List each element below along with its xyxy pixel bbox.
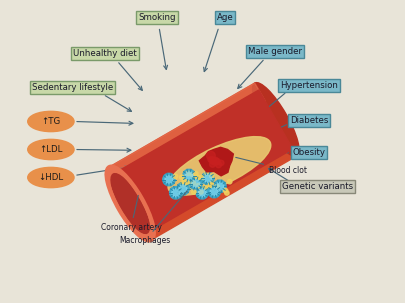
Circle shape <box>201 172 213 185</box>
Circle shape <box>185 171 192 179</box>
Text: Macrophages: Macrophages <box>119 191 187 245</box>
Text: Smoking: Smoking <box>138 13 175 22</box>
Text: ↑LDL: ↑LDL <box>39 145 62 154</box>
Circle shape <box>181 181 185 186</box>
Polygon shape <box>109 83 296 240</box>
Text: Male gender: Male gender <box>247 47 301 56</box>
Circle shape <box>209 157 216 164</box>
Circle shape <box>214 185 219 189</box>
Circle shape <box>198 189 206 197</box>
Circle shape <box>191 181 195 185</box>
Circle shape <box>214 158 220 165</box>
Ellipse shape <box>106 167 153 241</box>
Circle shape <box>223 188 227 193</box>
Polygon shape <box>199 147 233 176</box>
Circle shape <box>182 179 187 184</box>
Circle shape <box>218 160 224 165</box>
Circle shape <box>162 173 175 186</box>
Text: ↓HDL: ↓HDL <box>38 173 63 182</box>
Circle shape <box>196 175 200 180</box>
Circle shape <box>169 187 181 199</box>
Circle shape <box>210 188 217 195</box>
Text: Genetic variants: Genetic variants <box>281 182 352 191</box>
Ellipse shape <box>28 139 74 159</box>
Circle shape <box>209 181 213 185</box>
Text: Age: Age <box>216 13 233 22</box>
Circle shape <box>191 190 196 194</box>
Circle shape <box>185 171 190 176</box>
Ellipse shape <box>28 112 74 132</box>
Circle shape <box>195 175 199 180</box>
Text: Coronary artery: Coronary artery <box>100 195 161 232</box>
Ellipse shape <box>252 83 298 156</box>
Circle shape <box>198 190 203 194</box>
Text: Hypertension: Hypertension <box>279 81 337 90</box>
Text: Diabetes: Diabetes <box>289 116 328 125</box>
Text: ↑TG: ↑TG <box>41 117 60 126</box>
Circle shape <box>179 175 183 179</box>
Circle shape <box>208 183 212 188</box>
Circle shape <box>193 171 198 176</box>
Circle shape <box>164 175 173 184</box>
Circle shape <box>179 185 187 193</box>
Text: Blood clot: Blood clot <box>235 157 306 175</box>
Circle shape <box>196 184 200 188</box>
Circle shape <box>227 179 231 184</box>
Circle shape <box>206 151 215 160</box>
Circle shape <box>215 182 223 190</box>
Circle shape <box>181 181 185 185</box>
Circle shape <box>224 191 228 195</box>
Ellipse shape <box>111 174 149 233</box>
Circle shape <box>176 182 189 195</box>
Ellipse shape <box>28 168 74 188</box>
Circle shape <box>184 180 189 185</box>
Circle shape <box>209 174 213 178</box>
Circle shape <box>202 185 207 190</box>
Circle shape <box>205 170 209 175</box>
Circle shape <box>173 174 177 178</box>
Circle shape <box>211 157 219 165</box>
Polygon shape <box>109 83 264 185</box>
Text: Sedentary lifestyle: Sedentary lifestyle <box>32 83 113 92</box>
Circle shape <box>200 175 204 179</box>
Circle shape <box>171 189 179 197</box>
Circle shape <box>189 177 202 190</box>
Circle shape <box>215 162 221 168</box>
Circle shape <box>209 161 215 167</box>
Text: Obesity: Obesity <box>292 148 325 157</box>
Circle shape <box>207 185 220 198</box>
Text: Unhealthy diet: Unhealthy diet <box>73 49 136 58</box>
Polygon shape <box>113 90 292 233</box>
Circle shape <box>213 180 226 192</box>
Circle shape <box>203 174 211 182</box>
Circle shape <box>191 179 199 188</box>
Circle shape <box>207 157 213 162</box>
Circle shape <box>182 169 195 182</box>
Circle shape <box>190 173 195 177</box>
Circle shape <box>196 187 208 199</box>
Ellipse shape <box>168 137 270 195</box>
